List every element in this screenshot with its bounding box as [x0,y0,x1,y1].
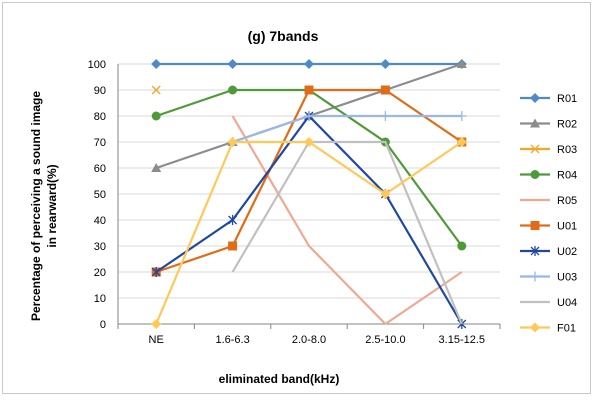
legend-item-r02: R02 [520,118,577,131]
data-point-u01 [228,241,238,251]
data-point-f01 [456,137,467,147]
x-tick-label: 1.6-6.3 [215,334,249,346]
chart-frame: (g) 7bands Percentage of perceiving a so… [2,2,591,394]
legend-item-r01: R01 [520,93,577,105]
legend-label: R01 [557,93,577,105]
legend-marker [530,170,540,179]
x-tick-label: 2.5-10.0 [365,334,405,346]
legend-marker [530,144,540,154]
data-point-r01 [304,59,314,69]
legend-label: R04 [557,170,577,182]
data-point-f01 [380,189,391,199]
series-line-r05 [231,115,463,326]
y-tick-label: 20 [94,267,106,279]
data-point-r04 [457,241,467,251]
legend-label: U03 [557,272,577,284]
data-point-r02 [456,59,467,68]
data-point-r01 [151,59,162,69]
series-r05 [231,115,463,326]
x-axis-title: eliminated band(kHz) [219,372,340,386]
data-point-u03 [456,111,467,121]
legend-label: R03 [557,144,577,156]
data-point-r03 [151,85,161,95]
y-tick-label: 100 [88,59,106,71]
y-axis-title-line1: Percentage of perceiving a sound image [29,91,43,321]
data-point-u02 [228,215,238,225]
series-line-u04 [231,140,463,325]
series-r03 [151,85,161,95]
data-point-u03 [304,111,314,121]
legend-marker [530,93,540,103]
x-tick-label: 2.0-8.0 [292,334,326,346]
data-point-u02 [151,267,161,277]
chart-title: (g) 7bands [248,28,319,44]
data-point-u01 [380,85,390,95]
data-point-r02 [151,163,162,172]
legend-item-u02: U02 [520,246,577,258]
data-point-f01 [151,319,162,329]
legend-item-u04: U04 [520,297,577,309]
legend-label: F01 [557,323,576,335]
legend-marker [530,221,540,230]
series-line-f01 [155,140,463,325]
series-u04 [231,140,463,325]
legend-label: U04 [557,297,577,309]
legend-label: U02 [557,246,577,258]
legend-item-u01: U01 [520,221,577,233]
data-point-r04 [228,85,238,95]
series-f01 [151,137,467,329]
chart-svg: (g) 7bands Percentage of perceiving a so… [29,28,577,386]
data-point-r04 [151,111,161,121]
legend-label: R05 [557,195,577,207]
legend-item-r03: R03 [520,144,577,156]
data-point-f01 [304,137,314,147]
legend: R01 R02 R03 R04 R05 U01 U02 U03 U04 F01 [520,93,577,335]
x-tick-label: 3.15-12.5 [439,334,485,346]
y-tick-label: 60 [94,163,106,175]
legend-label: R02 [557,119,577,131]
legend-marker [530,246,540,256]
series-layer [151,59,467,329]
x-tick-label: NE [149,334,164,346]
legend-marker [530,271,540,282]
legend-marker [530,118,540,128]
series-line-u03 [232,114,462,144]
y-tick-label: 50 [94,189,106,201]
y-axis-title: Percentage of perceiving a sound image i… [29,91,59,321]
y-tick-label: 90 [94,85,106,97]
y-tick-label: 30 [94,241,106,253]
data-point-u03 [380,111,391,121]
series-u03 [227,111,467,147]
data-point-r01 [380,59,391,69]
y-tick-label: 0 [100,319,106,331]
series-r01 [151,59,467,69]
legend-item-f01: F01 [520,322,576,335]
grid-layer [117,63,501,329]
y-tick-label: 40 [94,215,106,227]
y-axis-title-line2: in rearward(%) [45,164,59,247]
data-point-f01 [227,137,238,147]
y-tick-label: 80 [94,111,106,123]
tick-layer: 0 10 20 30 40 50 60 70 80 90 100 NE 1.6-6.3 2.0-8.0 2.… [88,59,485,346]
data-point-u01 [304,85,314,95]
legend-item-r05: R05 [520,195,577,207]
legend-label: U01 [557,221,577,233]
y-tick-label: 70 [94,137,106,149]
legend-item-u03: U03 [520,271,577,284]
legend-item-r04: R04 [520,170,577,182]
y-tick-label: 10 [94,293,106,305]
data-point-r01 [227,59,238,69]
legend-marker [530,322,540,333]
